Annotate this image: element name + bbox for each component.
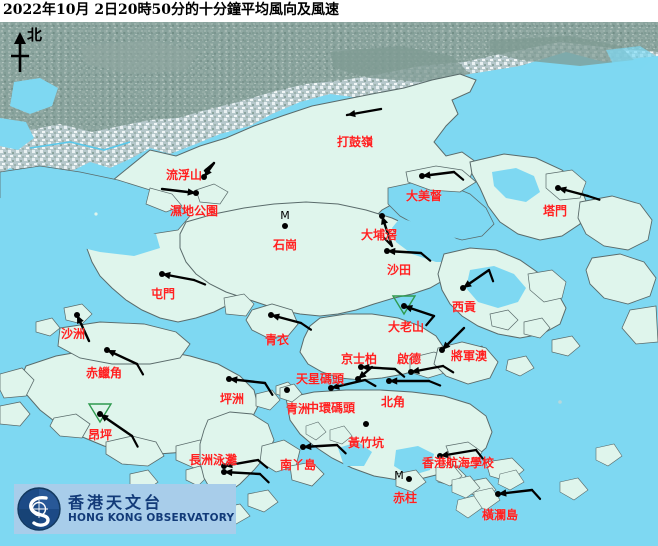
wind-barb-central-pier [329,378,377,390]
station-label-north-point[interactable]: 北角 [380,395,406,409]
wind-barb-tuen-mun [160,271,207,286]
station-label-ta-kwu-ling[interactable]: 打鼓嶺 [336,135,374,149]
wind-barb-chek-lap-kok [105,348,145,376]
station-label-tai-po-kau[interactable]: 大埔滘 [360,228,398,242]
page-title: 2022年10月 2日20時50分的十分鐘平均風向及風速 [3,2,340,18]
station-label-cheung-chau-beach[interactable]: 長洲泳灘 [188,453,238,467]
station-label-wong-chuk-hang[interactable]: 黃竹坑 [347,436,385,450]
station-label-lau-fau-shan[interactable]: 流浮山 [165,168,203,182]
station-label-hk-sea-school[interactable]: 香港航海學校 [421,456,495,470]
wind-barb-north-point [387,377,442,387]
station-label-tates-cairn[interactable]: 大老山 [387,320,425,334]
missing-data-flag-stanley: M [394,469,404,482]
wind-barb-ta-kwu-ling [345,107,383,118]
wind-barb-sai-kung [461,268,495,290]
station-label-green-island[interactable]: 青洲 [285,402,311,416]
station-label-ngong-ping[interactable]: 昂坪 [87,428,113,442]
missing-data-flag-shek-kong: M [280,209,290,222]
north-arrow-icon [11,32,29,72]
wind-barb-peng-chau [227,376,274,396]
wind-barb-cheung-chau-beach [222,458,269,469]
wind-barb-tai-mei-tuk [420,170,465,181]
north-label: 北 [27,26,43,44]
wind-barb-star-ferry [356,365,374,381]
station-label-sai-kung[interactable]: 西貢 [451,300,477,314]
map-canvas[interactable]: 北 打鼓嶺流浮山濕地公園石崗 M 大美督塔門大埔滘沙田屯門沙洲赤鱲角 青衣 大老山 西貢京… [0,22,658,546]
wind-barb-tsing-yi [269,313,313,331]
station-label-star-ferry[interactable]: 天星碼頭 [295,372,345,386]
station-marker-green-island[interactable] [284,387,290,393]
wind-barb-kings-park [359,363,406,378]
hko-logo: 香港天文台 HONG KONG OBSERVATORY [14,484,236,534]
station-label-shek-kong[interactable]: 石崗 [272,238,298,252]
wind-barb-tai-po-kau [380,214,394,248]
wind-barb-tap-mun [556,186,601,201]
wind-barb-tseung-kwan-o [440,326,466,352]
wind-barb-sha-tin [385,247,432,262]
mountain-marker-ngong-ping [87,403,113,424]
hko-swirl-logo-icon [17,487,61,531]
station-marker-wong-chuk-hang[interactable] [363,421,369,427]
wind-barb-waglan-island [496,488,542,501]
title-bar: 2022年10月 2日20時50分的十分鐘平均風向及風速 [0,0,658,22]
wind-barb-sha-chau [75,313,91,343]
logo-name-zh: 香港天文台 [68,492,164,512]
wind-barb-kai-tak [409,364,455,375]
wind-barb-wetland-park [160,187,198,196]
station-label-tsing-yi[interactable]: 青衣 [264,333,290,347]
station-marker-stanley[interactable] [406,476,412,482]
station-label-tseung-kwan-o[interactable]: 將軍澳 [450,349,488,363]
station-label-waglan-island[interactable]: 橫瀾島 [481,508,519,522]
station-label-wetland-park[interactable]: 濕地公園 [169,204,219,218]
station-label-kai-tak[interactable]: 啟德 [396,352,422,366]
station-label-tuen-mun[interactable]: 屯門 [150,287,176,301]
wind-barb-lamma-island [301,442,347,455]
station-label-stanley[interactable]: 赤柱 [392,491,418,505]
station-label-central-pier[interactable]: 中環碼頭 [306,401,356,415]
mountain-marker-tates-cairn [391,295,417,316]
logo-name-en: HONG KONG OBSERVATORY [68,511,235,524]
station-label-lamma-island[interactable]: 南丫島 [279,458,317,472]
wind-barb-hk-sea-school [438,448,485,461]
wind-barb-lau-fau-shan [202,161,216,179]
mainland-china-landmass [0,22,658,176]
station-label-sha-tin[interactable]: 沙田 [386,263,412,277]
station-label-chek-lap-kok[interactable]: 赤鱲角 [85,366,123,380]
wind-barb-tates-cairn [402,304,436,327]
wind-barb-layer [74,107,601,501]
station-label-tap-mun[interactable]: 塔門 [542,204,568,218]
wind-barb-cheung-chau [222,468,270,484]
wind-barb-ngong-ping [98,412,139,448]
station-label-sha-chau[interactable]: 沙洲 [60,327,86,341]
station-label-kings-park[interactable]: 京士柏 [340,352,378,366]
station-marker-shek-kong[interactable] [282,223,288,229]
station-label-peng-chau[interactable]: 坪洲 [219,392,245,406]
map-graphic [0,22,658,546]
station-label-tai-mei-tuk[interactable]: 大美督 [405,189,443,203]
